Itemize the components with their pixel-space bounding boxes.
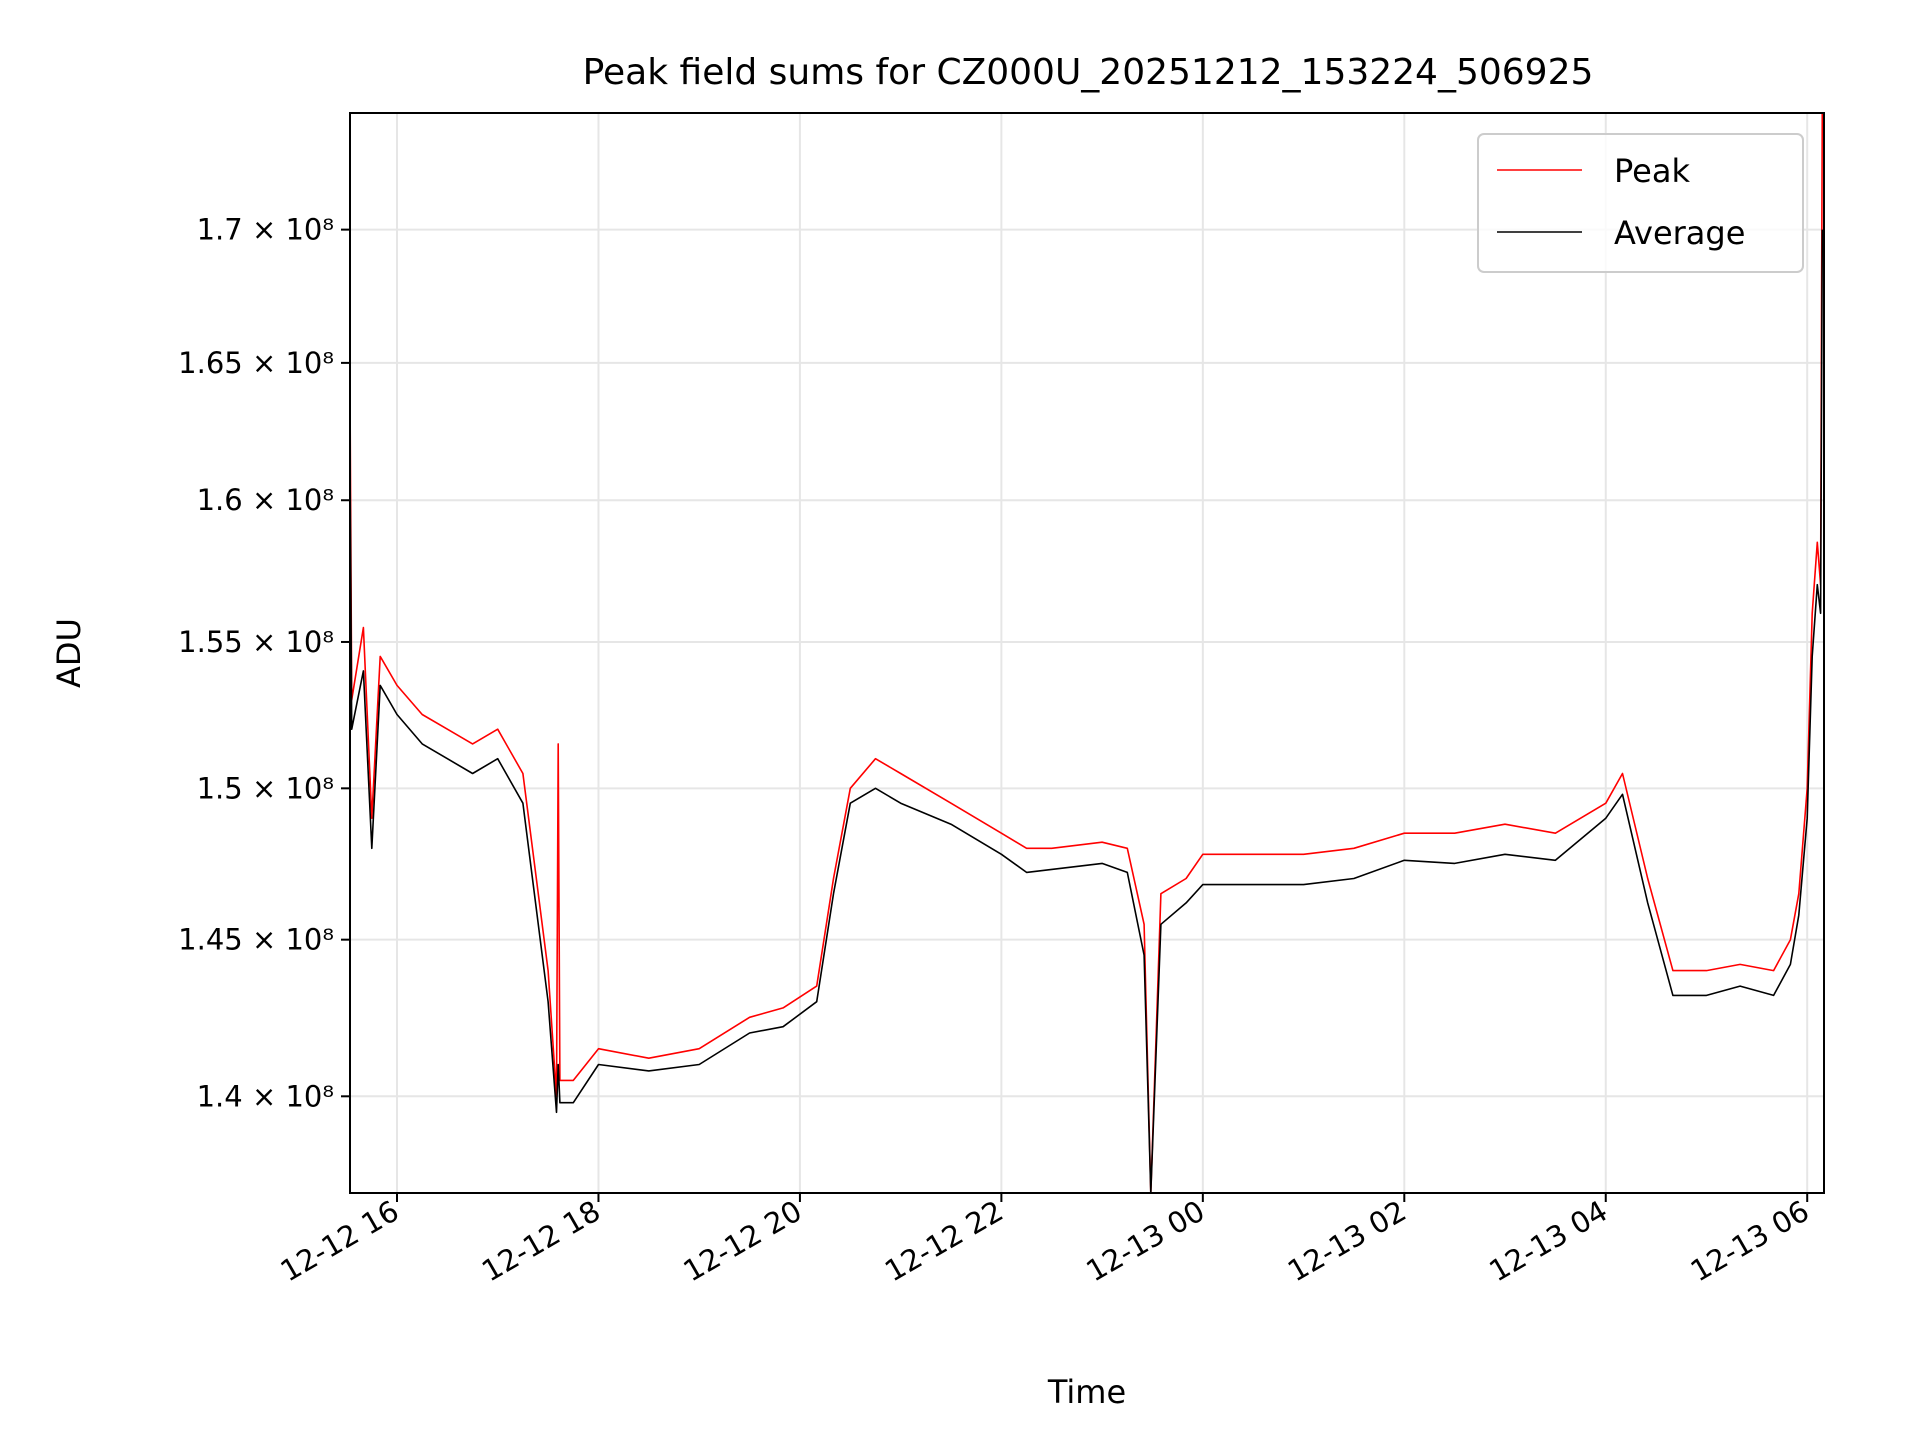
- series-line-average: [350, 229, 1824, 1193]
- y-tick-label: 1.4 × 10⁸: [197, 1079, 334, 1113]
- legend-box: [1477, 133, 1804, 273]
- y-tick-label: 1.55 × 10⁸: [178, 625, 334, 659]
- y-tick-label: 1.45 × 10⁸: [178, 923, 334, 957]
- legend: Peak Average: [1477, 133, 1804, 273]
- y-tick-label: 1.65 × 10⁸: [178, 346, 334, 380]
- y-tick-label: 1.7 × 10⁸: [197, 213, 334, 247]
- chart-title: Peak field sums for CZ000U_20251212_1532…: [583, 52, 1594, 93]
- legend-label-average: Average: [1614, 214, 1745, 252]
- y-tick-label: 1.6 × 10⁸: [197, 483, 334, 517]
- grid-lines: [350, 113, 1824, 1193]
- plot-frame: [349, 112, 1825, 1194]
- x-axis-title: Time: [1047, 1373, 1126, 1411]
- y-axis-title: ADU: [50, 618, 88, 688]
- legend-label-peak: Peak: [1614, 152, 1690, 190]
- y-tick-label: 1.5 × 10⁸: [197, 771, 334, 805]
- plot-area: [350, 113, 1824, 1193]
- series-line-peak: [350, 113, 1824, 1193]
